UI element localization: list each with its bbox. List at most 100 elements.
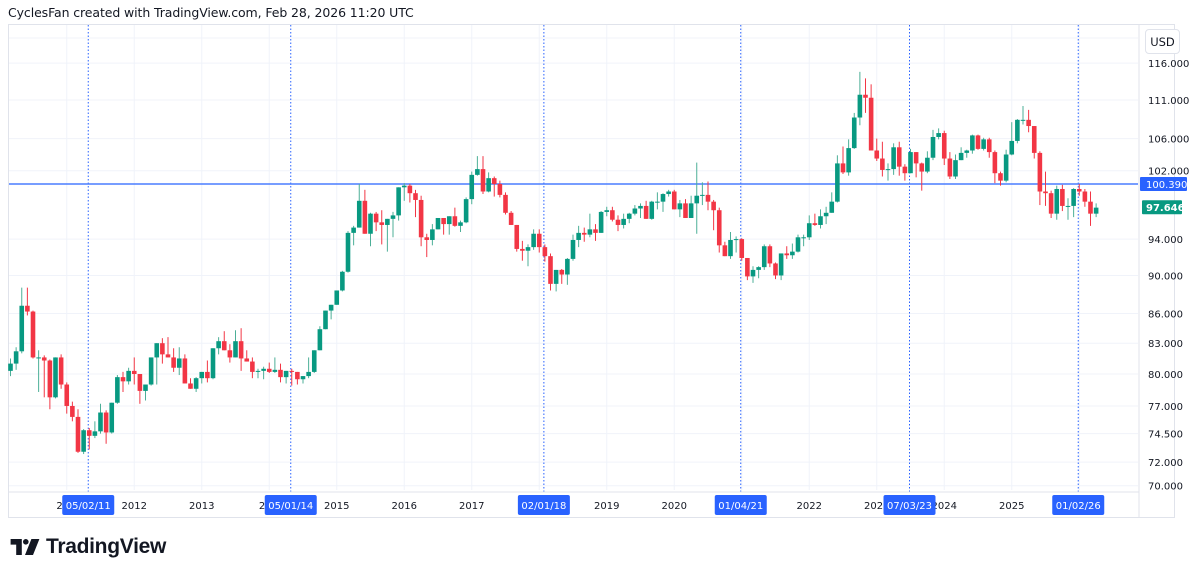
candle bbox=[227, 350, 233, 358]
candle bbox=[896, 147, 902, 167]
cycle-date-tag[interactable]: 02/01/18 bbox=[517, 495, 570, 515]
candle bbox=[362, 200, 368, 234]
candle bbox=[913, 152, 919, 164]
price-tick-label: 106.000 bbox=[1148, 135, 1189, 146]
candle bbox=[745, 257, 750, 277]
candle bbox=[874, 150, 880, 159]
candle bbox=[103, 412, 109, 433]
candle bbox=[570, 239, 576, 259]
candle bbox=[92, 431, 98, 436]
candle bbox=[379, 222, 385, 225]
candle bbox=[1076, 188, 1082, 192]
candle bbox=[58, 357, 64, 385]
price-tick-label: 72.000 bbox=[1148, 458, 1183, 469]
candle bbox=[705, 194, 711, 202]
candle bbox=[733, 239, 739, 241]
candle bbox=[497, 183, 503, 195]
candle bbox=[238, 341, 244, 359]
candle bbox=[846, 148, 851, 173]
candle bbox=[857, 94, 863, 118]
candle bbox=[418, 199, 424, 238]
cycle-date-tag[interactable]: 01/04/21 bbox=[714, 495, 767, 515]
candle bbox=[767, 246, 773, 264]
time-tick-label: 2025 bbox=[999, 501, 1024, 512]
svg-text:05/01/14: 05/01/14 bbox=[268, 501, 313, 512]
candle bbox=[480, 169, 486, 192]
candle bbox=[1026, 119, 1031, 127]
price-tick-label: 116.000 bbox=[1148, 59, 1189, 70]
candle bbox=[795, 237, 801, 252]
candle bbox=[1009, 140, 1015, 155]
candle bbox=[773, 263, 778, 276]
candle bbox=[761, 246, 767, 268]
candle bbox=[756, 267, 761, 270]
candle bbox=[806, 223, 812, 238]
candle bbox=[868, 97, 874, 151]
candle bbox=[925, 157, 930, 172]
svg-text:05/02/11: 05/02/11 bbox=[66, 501, 111, 512]
candle bbox=[666, 191, 671, 195]
candle bbox=[340, 271, 345, 291]
candle bbox=[266, 368, 272, 372]
candle bbox=[272, 369, 278, 372]
candle bbox=[368, 213, 373, 234]
logo-text: TradingView bbox=[46, 535, 167, 558]
price-tick-label: 90.000 bbox=[1148, 271, 1183, 282]
candle bbox=[716, 210, 722, 246]
candle bbox=[199, 371, 205, 379]
cycle-date-tag[interactable]: 05/01/14 bbox=[264, 495, 317, 515]
time-tick-label: 2012 bbox=[122, 501, 147, 512]
candle bbox=[210, 348, 216, 379]
svg-text:97.646: 97.646 bbox=[1146, 203, 1185, 214]
candle bbox=[885, 169, 891, 171]
candle bbox=[576, 232, 581, 240]
candle bbox=[525, 247, 531, 251]
candle bbox=[823, 212, 829, 217]
hline-price-tag[interactable] bbox=[1140, 177, 1187, 192]
candle bbox=[396, 187, 401, 216]
tradingview-logo[interactable]: TradingView bbox=[10, 535, 166, 559]
price-tick-label: 74.500 bbox=[1148, 430, 1183, 441]
currency-button[interactable]: USD bbox=[1145, 29, 1180, 54]
price-axis[interactable]: 116.000 111.000 106.000 102.000 94.000 90.000… bbox=[1138, 25, 1189, 518]
time-tick-label: 2020 bbox=[662, 501, 687, 512]
candle bbox=[216, 341, 221, 349]
price-tick-label: 70.000 bbox=[1148, 482, 1183, 493]
candle bbox=[469, 174, 475, 200]
price-tick-label: 77.000 bbox=[1148, 402, 1183, 413]
svg-text:07/03/23: 07/03/23 bbox=[887, 501, 932, 512]
candle bbox=[593, 229, 598, 233]
candle bbox=[188, 383, 193, 389]
candle bbox=[441, 217, 446, 225]
time-axis[interactable]: 2012 2013 2015 2016 2017 2019 2020 2022 2023 2024… bbox=[9, 491, 1139, 515]
cycle-date-tag[interactable]: 07/03/23 bbox=[883, 495, 936, 515]
candle bbox=[205, 371, 210, 379]
candle bbox=[424, 237, 430, 240]
candle bbox=[671, 191, 677, 210]
svg-text:01/04/21: 01/04/21 bbox=[718, 501, 763, 512]
candle bbox=[542, 247, 548, 257]
candle bbox=[70, 405, 75, 417]
candle bbox=[81, 430, 86, 452]
cycle-date-tag[interactable]: 01/02/26 bbox=[1052, 495, 1105, 515]
candle bbox=[328, 304, 334, 311]
price-tick-label: 83.000 bbox=[1148, 339, 1183, 350]
candle bbox=[638, 205, 643, 209]
candle bbox=[863, 94, 868, 98]
candle bbox=[317, 329, 323, 351]
candle bbox=[244, 358, 250, 362]
candle bbox=[86, 430, 92, 436]
candle bbox=[115, 377, 120, 403]
candle bbox=[463, 199, 469, 223]
candle bbox=[818, 216, 823, 225]
time-tick-label: 2024 bbox=[932, 501, 957, 512]
candle bbox=[1003, 154, 1009, 181]
candle bbox=[306, 371, 311, 377]
candle bbox=[475, 169, 480, 175]
candle bbox=[345, 232, 351, 272]
candle bbox=[953, 160, 958, 177]
candle bbox=[947, 158, 953, 177]
candle bbox=[486, 178, 491, 192]
cycle-date-tag[interactable]: 05/02/11 bbox=[62, 495, 115, 515]
